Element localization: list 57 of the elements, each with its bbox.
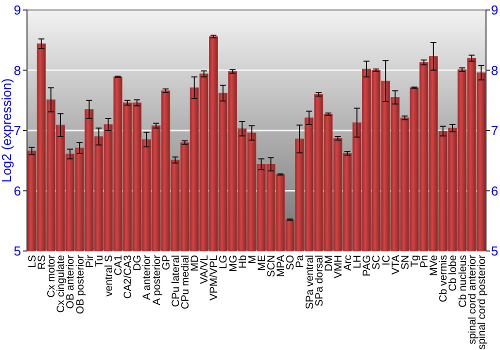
x-tick-label: CA2/CA3	[122, 254, 134, 299]
x-tick-label: LG	[218, 255, 230, 270]
x-tick-label: MPA	[275, 255, 288, 277]
x-tick-label: VTA	[390, 255, 402, 275]
x-tick-label: Cx cingulate	[55, 254, 68, 313]
x-tick-label: SN	[399, 255, 412, 270]
x-tick-label: Arc	[342, 255, 354, 271]
y-tick-label: 5	[14, 244, 21, 259]
x-tick-label: A posterior	[150, 254, 163, 306]
x-tick-label: M	[246, 255, 258, 264]
x-tick-label: DM	[322, 255, 335, 272]
x-tick-label: SC	[370, 254, 383, 270]
x-tick-label: SPa ventral	[304, 255, 316, 310]
x-tick-label: OB anterior	[64, 254, 77, 309]
x-tick-label: MD	[189, 254, 202, 272]
x-tick-label: ME	[256, 255, 268, 271]
y2-tick-label: 9	[491, 2, 498, 18]
x-tick-label: CPu lateral	[170, 255, 182, 307]
x-tick-label: VPM/VPL	[208, 254, 220, 301]
x-tick-label: SPa dorsal	[313, 255, 326, 306]
x-tick-label: RS	[36, 255, 48, 270]
x-tick-label: Pa	[294, 254, 306, 268]
x-tick-label: Pir	[84, 254, 96, 268]
x-tick-label: MVe	[428, 254, 440, 276]
x-tick-label: VMH	[332, 255, 344, 278]
x-tick-label: SCN	[266, 255, 278, 278]
y-tick-label: 8	[14, 62, 21, 78]
x-tick-label: DG	[132, 255, 144, 271]
y-tick-label: 9	[14, 2, 21, 18]
x-tick-label: Pn	[418, 254, 431, 268]
x-tick-label: A anterior	[141, 254, 154, 300]
y-tick-label: 6	[14, 183, 21, 198]
x-tick-label: ventral S	[102, 255, 115, 296]
y-tick-label: 7	[14, 123, 21, 138]
x-tick-label: spinal cord anterior	[466, 254, 478, 344]
y-axis-title: Log2 (expression)	[0, 78, 14, 183]
x-tick-label: SO	[284, 255, 297, 270]
y2-tick-label: 7	[491, 123, 498, 138]
x-tick-label: VA/VL	[198, 254, 211, 284]
x-tick-label: IC	[380, 254, 392, 266]
x-tick-label: CPu medial	[179, 255, 192, 310]
y2-tick-label: 5	[491, 244, 498, 259]
x-tick-label: LS	[26, 255, 38, 268]
x-tick-label: OB posterior	[74, 254, 86, 314]
x-tick-label: Tu	[93, 254, 106, 267]
x-tick-label: Hb	[236, 254, 249, 268]
x-tick-label: PAG	[361, 255, 374, 276]
x-tick-label: Cb nucleus	[456, 255, 469, 308]
x-tick-label: LH	[352, 255, 364, 268]
x-tick-label: GP	[160, 255, 172, 270]
x-tick-label: MG	[227, 255, 240, 272]
x-tick-label: spinal cord posterior	[476, 254, 488, 350]
y2-tick-label: 6	[491, 183, 498, 198]
y2-tick-label: 8	[491, 62, 498, 78]
x-tick-label: Cb lobe	[447, 254, 460, 292]
x-tick-label: CA1	[112, 254, 125, 276]
x-tick-label: Tg	[408, 254, 421, 268]
